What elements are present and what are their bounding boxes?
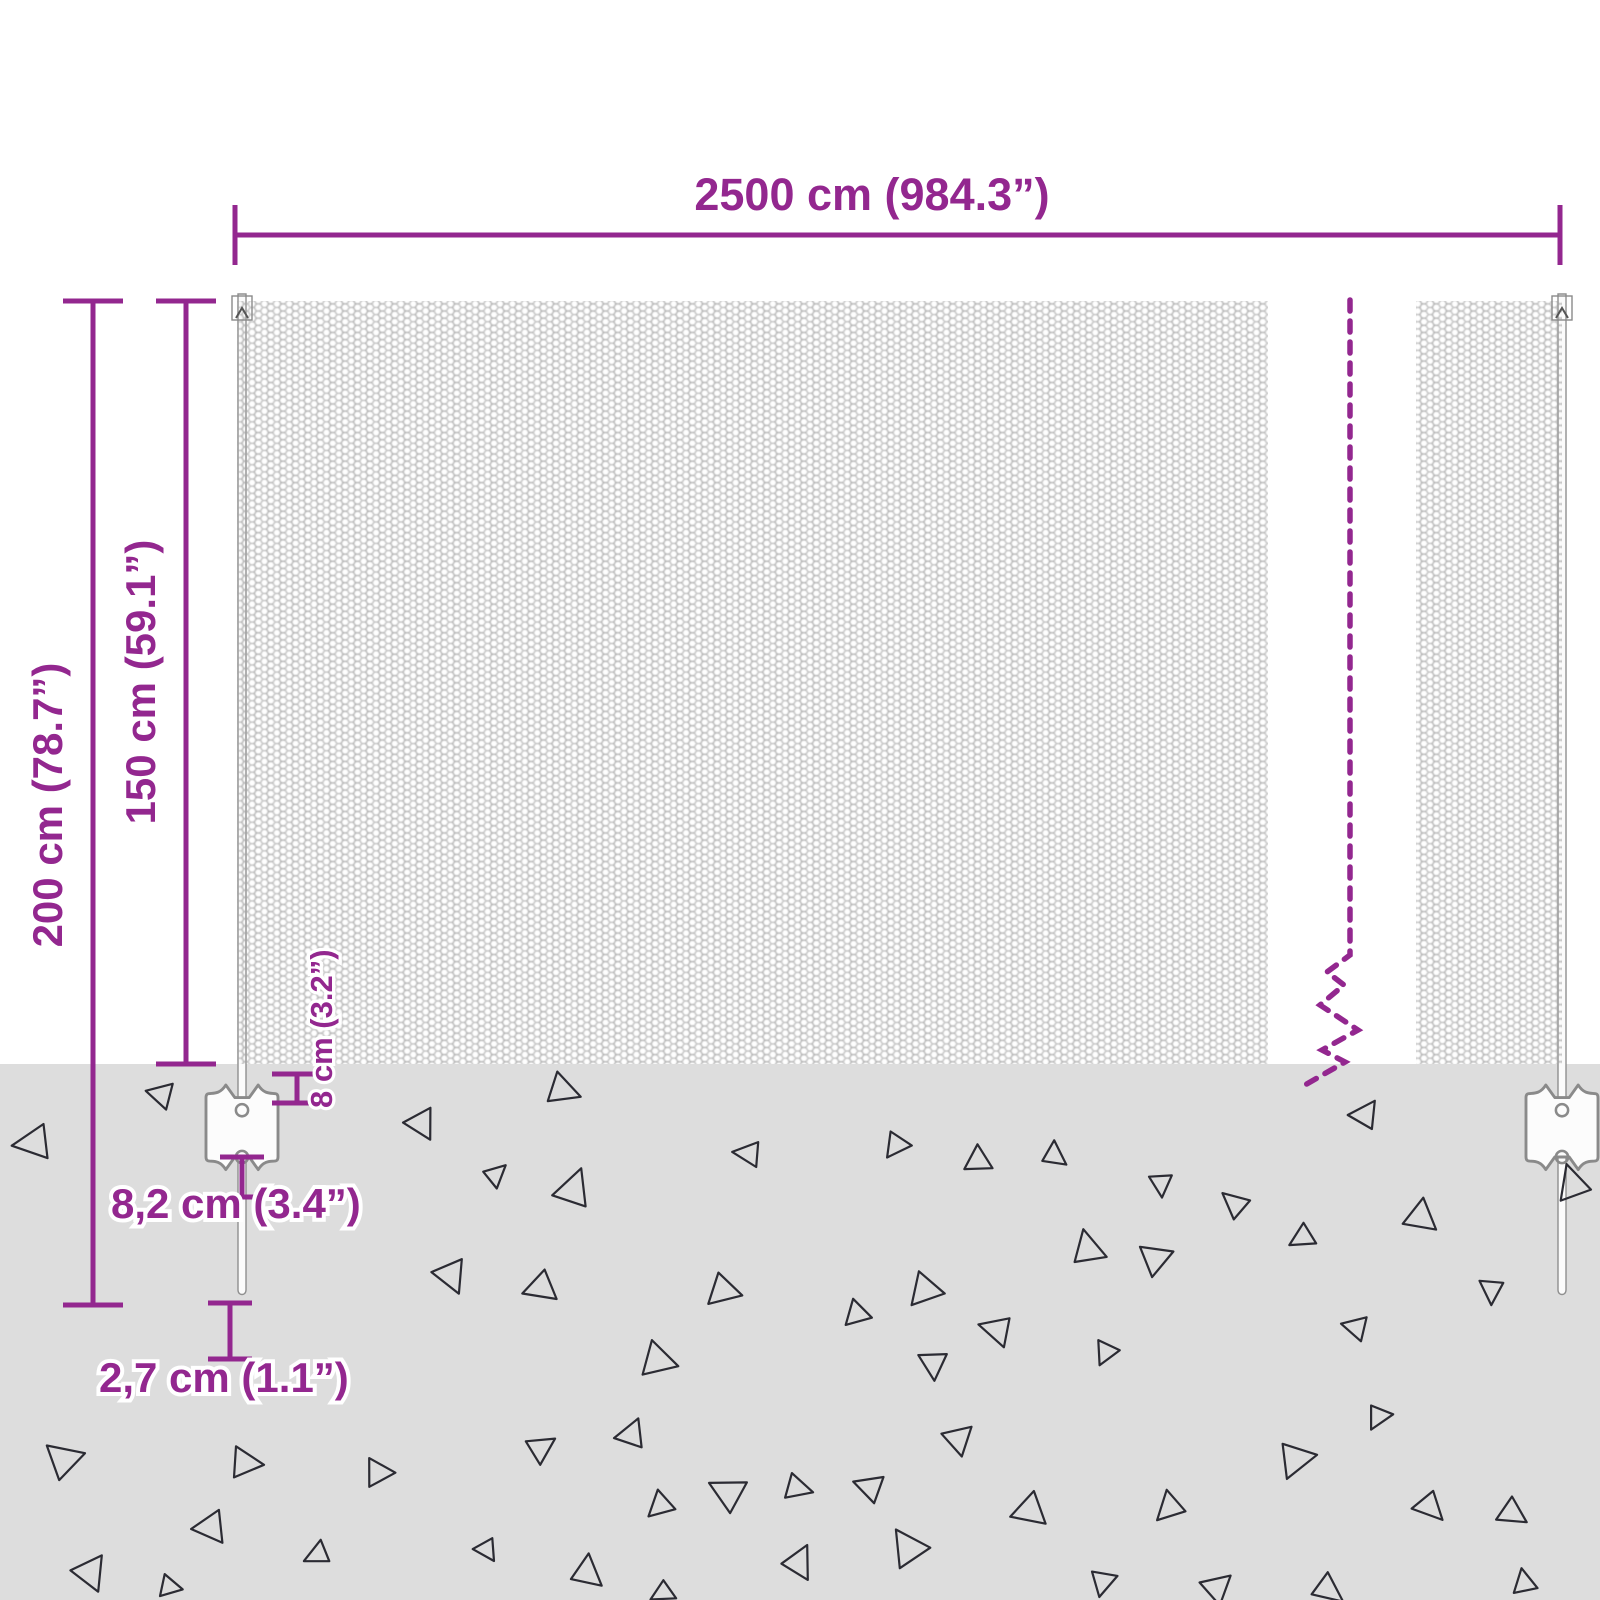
svg-text:8,2 cm (3.4”): 8,2 cm (3.4”) [111,1180,361,1227]
svg-text:8 cm (3.2”): 8 cm (3.2”) [304,949,339,1108]
svg-text:2500 cm (984.3”): 2500 cm (984.3”) [694,169,1049,220]
svg-text:2,7 cm (1.1”): 2,7 cm (1.1”) [99,1354,349,1401]
svg-text:200 cm (78.7”): 200 cm (78.7”) [24,663,71,948]
svg-text:150 cm (59.1”): 150 cm (59.1”) [117,540,164,825]
